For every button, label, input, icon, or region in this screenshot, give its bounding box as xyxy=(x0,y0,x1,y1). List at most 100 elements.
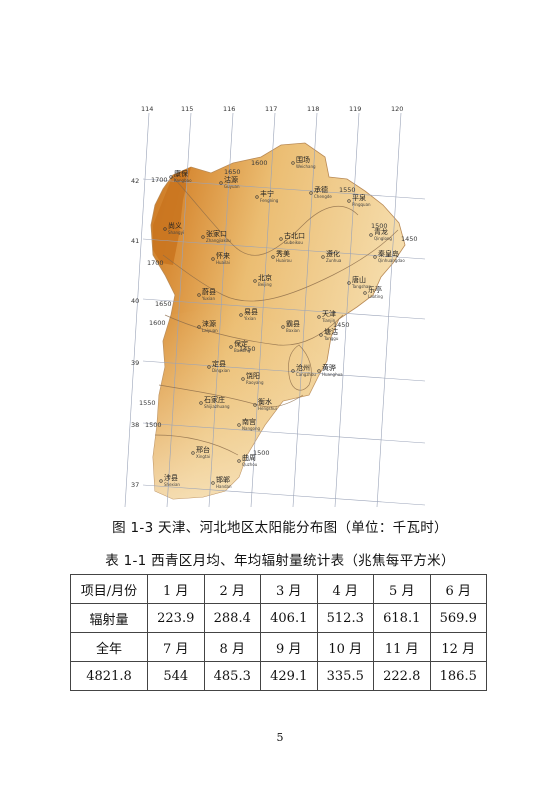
table-cell: 1 月 xyxy=(147,574,205,604)
table-cell: 12 月 xyxy=(429,632,487,662)
place-marker xyxy=(237,423,241,427)
table-cell: 222.8 xyxy=(373,661,431,691)
place-name-pinyin: Xingtai xyxy=(196,454,210,459)
table-cell: 项目/月份 xyxy=(70,574,148,604)
table-cell: 9 月 xyxy=(260,632,318,662)
place-name: 遵化 xyxy=(326,249,340,258)
place-name-pinyin: Weichang xyxy=(296,164,316,169)
latitude-tick: 39 xyxy=(131,359,139,367)
place-name-pinyin: Gubeikou xyxy=(284,240,303,245)
place-name-pinyin: Fengning xyxy=(260,198,279,203)
place-marker xyxy=(211,257,215,261)
place-marker xyxy=(271,255,275,259)
table-cell: 223.9 xyxy=(147,603,205,633)
place-name: 尚义 xyxy=(168,221,182,230)
place-name-pinyin: Tangshan xyxy=(351,284,371,289)
place-name: 承德 xyxy=(314,185,328,194)
place-name-pinyin: Cangzhou xyxy=(296,372,316,377)
place-marker xyxy=(159,479,163,483)
south-shading xyxy=(153,305,327,499)
table-cell: 544 xyxy=(147,661,205,691)
graticule xyxy=(124,112,426,508)
place-name: 保定 xyxy=(234,339,248,348)
place-marker xyxy=(255,195,259,199)
longitude-tick: 115 xyxy=(181,105,193,113)
table-cell: 8 月 xyxy=(203,632,261,662)
place-name: 邢台 xyxy=(196,445,210,454)
latitude-tick: 40 xyxy=(131,297,139,305)
place-marker xyxy=(369,233,373,237)
place-marker xyxy=(201,235,205,239)
figure-caption: 图 1-3 天津、河北地区太阳能分布图（单位：千瓦时） xyxy=(112,520,448,536)
table-cell: 512.3 xyxy=(316,603,374,633)
table-cell: 569.9 xyxy=(429,603,487,633)
place-marker xyxy=(347,281,351,285)
place-name: 南宫 xyxy=(242,417,256,426)
place-name: 定县 xyxy=(212,359,226,368)
place-name: 衡水 xyxy=(258,397,272,406)
isoline-labels: 1700 1650 1600 1550 1500 1450 1700 1650 … xyxy=(139,159,418,457)
place-name: 沧州 xyxy=(296,363,310,372)
place-name: 霸县 xyxy=(286,320,300,328)
table-cell: 335.5 xyxy=(316,661,374,691)
isoline-label: 1700 xyxy=(147,259,164,267)
place-name-pinyin: Tanggu xyxy=(323,336,339,341)
place-name-pinyin: Hengshui xyxy=(258,406,277,411)
place-name-pinyin: Dingxian xyxy=(212,368,230,373)
table-cell: 6 月 xyxy=(429,574,487,604)
place-marker xyxy=(281,325,285,329)
place-name: 秦皇岛 xyxy=(378,249,399,258)
place-name-pinyin: Pingquan xyxy=(352,202,371,207)
place-name: 康保 xyxy=(174,169,188,178)
isoline-label: 1700 xyxy=(151,176,168,184)
place-name: 乐亭 xyxy=(368,285,382,294)
place-marker xyxy=(191,451,195,455)
place-name: 青龙 xyxy=(374,227,388,236)
place-name-pinyin: Laiyuan xyxy=(202,328,218,333)
place-name: 涉县 xyxy=(164,473,178,482)
place-marker xyxy=(317,315,321,319)
latitude-tick: 37 xyxy=(131,481,139,489)
place-name: 黄骅 xyxy=(322,363,336,372)
place-marker xyxy=(363,291,367,295)
place-marker xyxy=(309,191,313,195)
place-marker xyxy=(211,481,215,485)
place-name-pinyin: Kangbao xyxy=(174,178,192,183)
isoline-label: 1550 xyxy=(139,399,156,407)
place-marker xyxy=(207,365,211,369)
place-name: 秀美 xyxy=(276,249,290,258)
place-name-pinyin: Shijiazhuang xyxy=(204,404,230,409)
isoline-label: 1450 xyxy=(333,321,350,329)
isoline-label: 1650 xyxy=(155,300,172,308)
table-cell: 288.4 xyxy=(203,603,261,633)
longitude-tick: 118 xyxy=(307,105,319,113)
table-row: 辐射量 223.9 288.4 406.1 512.3 618.1 569.9 xyxy=(70,603,487,633)
place-name: 石家庄 xyxy=(204,395,225,404)
isoline-label: 1500 xyxy=(253,449,270,457)
place-name-pinyin: Qinglong xyxy=(374,236,392,241)
longitude-tick: 117 xyxy=(265,105,277,113)
place-name-pinyin: Nangong xyxy=(242,426,261,431)
place-name: 唐山 xyxy=(352,275,366,284)
place-name: 古北口 xyxy=(284,231,305,240)
place-name-pinyin: Zhangjiakou xyxy=(206,238,231,243)
place-marker xyxy=(279,237,283,241)
table-row: 4821.8 544 485.3 429.1 335.5 222.8 186.5 xyxy=(70,661,487,691)
place-name-pinyin: Beijing xyxy=(258,282,272,287)
place-name: 涞源 xyxy=(202,319,216,328)
table-cell: 3 月 xyxy=(260,574,318,604)
table-cell: 全年 xyxy=(70,632,148,662)
place-marker xyxy=(237,459,241,463)
place-marker xyxy=(239,313,243,317)
table-cell: 5 月 xyxy=(373,574,431,604)
place-marker xyxy=(319,333,323,337)
place-name-pinyin: Yuxian xyxy=(201,296,215,301)
place-marker xyxy=(163,227,167,231)
map-svg: 1700 1650 1600 1550 1500 1450 1700 1650 … xyxy=(124,105,426,508)
place-name-pinyin: Quzhou xyxy=(242,462,258,467)
place-marker xyxy=(291,369,295,373)
place-name-pinyin: Chengde xyxy=(314,194,332,199)
place-marker xyxy=(219,181,223,185)
